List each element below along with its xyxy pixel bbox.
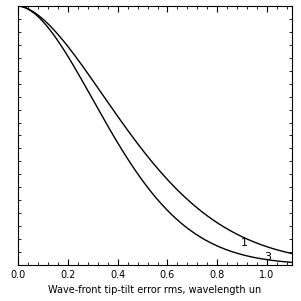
Text: 3: 3 bbox=[265, 252, 272, 262]
Text: 1: 1 bbox=[241, 238, 248, 248]
X-axis label: Wave-front tip-tilt error rms, wavelength un: Wave-front tip-tilt error rms, wavelengt… bbox=[48, 285, 262, 295]
